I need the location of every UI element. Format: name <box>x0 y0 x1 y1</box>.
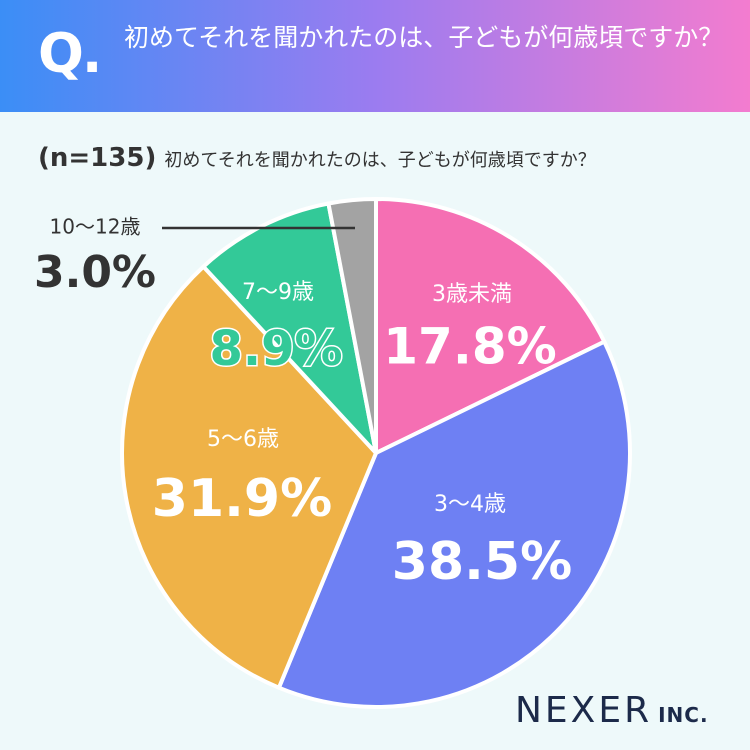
category-label: 3〜4歳 <box>434 492 506 517</box>
pie-slice <box>276 339 632 709</box>
category-label: 3歳未満 <box>432 282 512 307</box>
title-marker: Q. <box>38 22 102 85</box>
pie-slice <box>201 201 378 455</box>
logo: NEXER INC. <box>515 690 709 731</box>
category-label: 10〜12歳 <box>50 215 141 239</box>
category-label: 5〜6歳 <box>207 427 279 452</box>
subtitle-row: (n=135) 初めてそれを聞かれたのは、子どもが何歳頃ですか？ <box>38 143 596 173</box>
value-label: 31.9% <box>152 469 332 529</box>
value-label: 3.0% <box>34 247 156 298</box>
header: Q. 初めてそれを聞かれたのは、子どもが何歳頃ですか？ <box>0 0 750 112</box>
category-label: 7〜9歳 <box>242 280 314 305</box>
pie-slice <box>326 197 378 455</box>
value-label: 17.8% <box>383 318 556 376</box>
subtitle: 初めてそれを聞かれたのは、子どもが何歳頃ですか？ <box>164 150 596 171</box>
pie-slice <box>120 264 378 690</box>
chart-title: 初めてそれを聞かれたのは、子どもが何歳頃ですか？ <box>124 23 724 52</box>
pie-slice <box>374 197 607 455</box>
value-label: 8.9% <box>209 321 342 377</box>
logo-text: NEXER <box>515 690 653 731</box>
logo-suffix: INC. <box>658 703 709 727</box>
value-label: 38.5% <box>392 532 572 592</box>
sample-size: (n=135) <box>38 143 157 173</box>
